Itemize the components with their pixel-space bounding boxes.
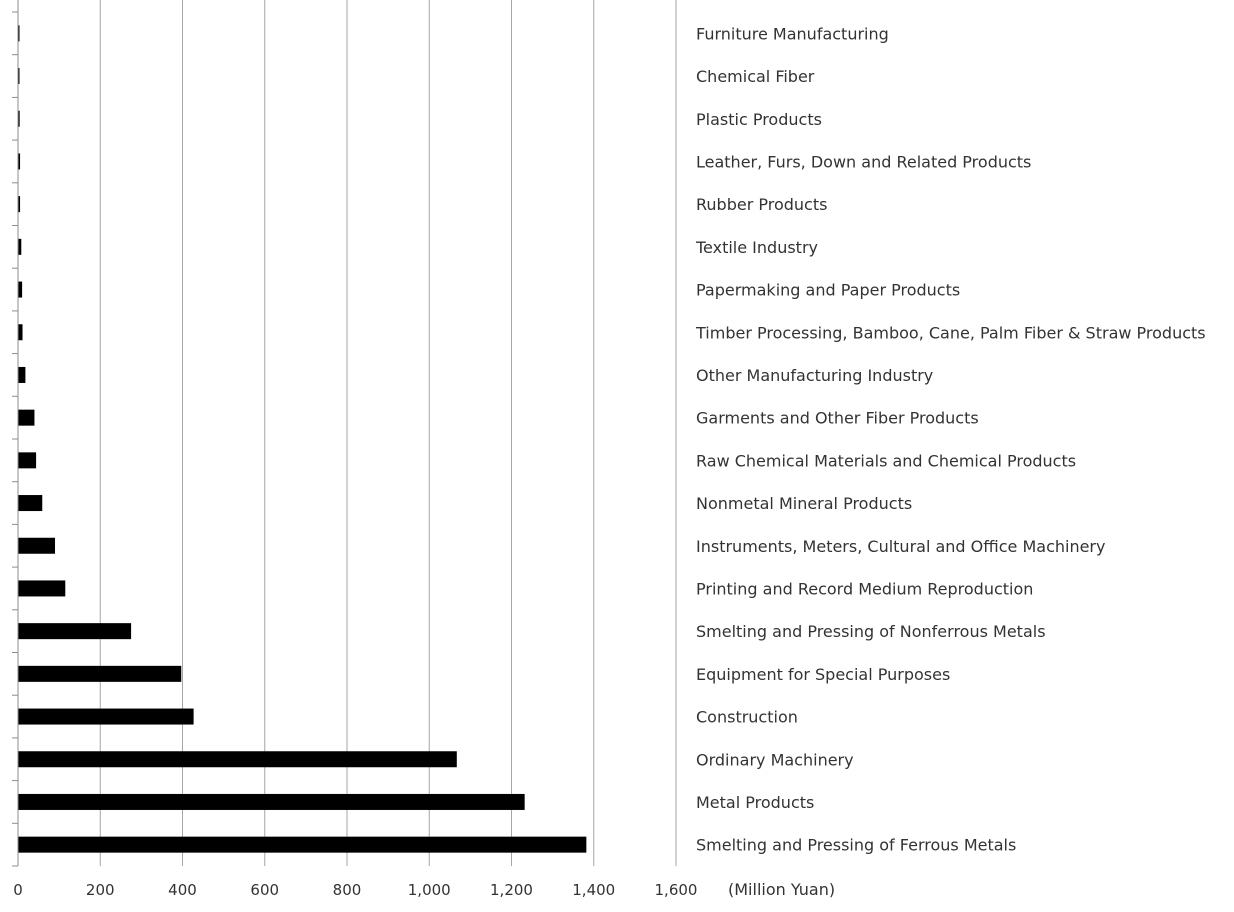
gridlines (99, 0, 677, 866)
category-label: Printing and Record Medium Reproduction (696, 579, 1033, 598)
bar (18, 238, 22, 255)
x-tick-label: 1,400 (572, 881, 615, 899)
bar (18, 580, 66, 597)
category-label: Raw Chemical Materials and Chemical Prod… (696, 451, 1076, 470)
category-label: Garments and Other Fiber Products (696, 409, 979, 428)
bar (18, 452, 37, 469)
category-label: Other Manufacturing Industry (696, 366, 933, 385)
bar (18, 495, 43, 512)
category-label: Timber Processing, Bamboo, Cane, Palm Fi… (695, 323, 1206, 342)
category-label: Plastic Products (696, 110, 822, 129)
bar (18, 708, 194, 725)
category-label: Nonmetal Mineral Products (696, 494, 912, 513)
category-label: Instruments, Meters, Cultural and Office… (696, 537, 1105, 556)
bar (18, 409, 35, 426)
x-tick-label: 1,000 (408, 881, 451, 899)
bar (18, 25, 20, 42)
category-label: Smelting and Pressing of Ferrous Metals (696, 836, 1016, 855)
x-tick-label: 800 (333, 881, 362, 899)
bar (18, 836, 587, 853)
bar (18, 153, 21, 170)
bar (18, 281, 23, 298)
bars (18, 25, 587, 853)
category-label: Chemical Fiber (696, 67, 815, 86)
bar (18, 324, 23, 341)
x-tick-label: 200 (86, 881, 115, 899)
category-label: Smelting and Pressing of Nonferrous Meta… (696, 622, 1046, 641)
category-label: Furniture Manufacturing (696, 24, 889, 43)
bar (18, 537, 56, 554)
x-tick-label: 400 (168, 881, 197, 899)
category-label: Papermaking and Paper Products (696, 281, 960, 300)
unit-label: (Million Yuan) (728, 880, 835, 899)
bar (18, 623, 132, 640)
tick-labels: 0 200 400 600 800 1,000 1,200 1,400 1,600 (13, 881, 697, 899)
category-label: Ordinary Machinery (696, 750, 854, 769)
category-label: Rubber Products (696, 195, 827, 214)
bar (18, 751, 457, 768)
category-label: Construction (696, 708, 798, 727)
x-tick-label: 600 (250, 881, 279, 899)
x-tick-label: 1,200 (490, 881, 533, 899)
bar (18, 110, 20, 127)
x-tick-label: 0 (13, 881, 23, 899)
category-label: Equipment for Special Purposes (696, 665, 950, 684)
bar (18, 68, 20, 85)
category-label: Leather, Furs, Down and Related Products (696, 152, 1031, 171)
bar (18, 665, 182, 682)
bar (18, 793, 525, 810)
category-labels: Furniture Manufacturing Chemical Fiber Pla… (695, 24, 1206, 854)
category-label: Metal Products (696, 793, 814, 812)
x-tick-label: 1,600 (655, 881, 698, 899)
bar (18, 196, 21, 213)
bar (18, 366, 26, 383)
axes (12, 0, 19, 867)
category-label: Textile Industry (695, 238, 818, 257)
